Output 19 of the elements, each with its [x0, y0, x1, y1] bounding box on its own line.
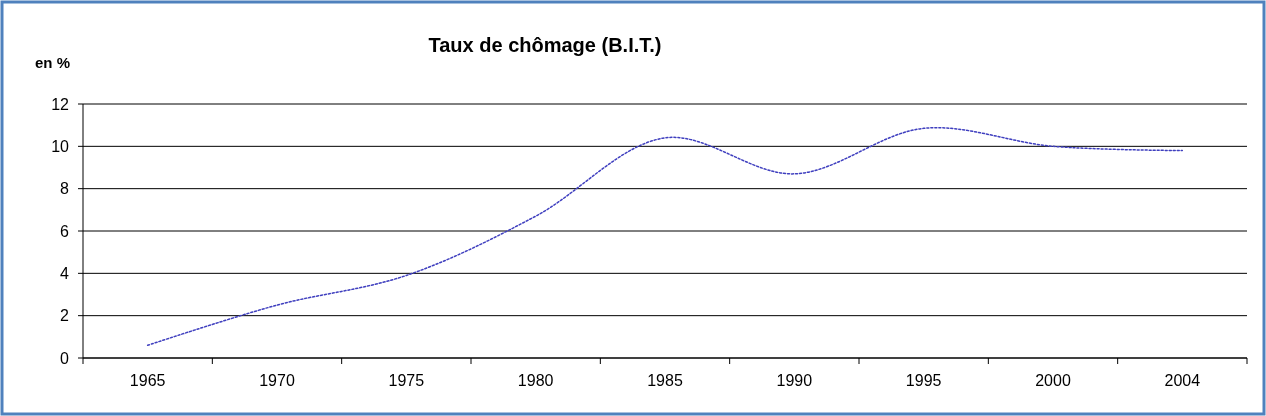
x-tick-label: 1980 — [517, 372, 554, 389]
x-tick-label: 1975 — [388, 372, 425, 389]
x-tick-label: 1990 — [776, 372, 813, 389]
y-tick-label: 12 — [51, 95, 70, 113]
y-tick-label: 2 — [60, 307, 70, 325]
y-tick-label: 6 — [60, 222, 70, 240]
x-tick-label: 1995 — [905, 372, 942, 389]
x-tick-label: 1985 — [647, 372, 683, 389]
y-tick-label: 0 — [60, 349, 70, 367]
x-tick-label: 2004 — [1164, 372, 1201, 389]
line-series — [146, 127, 1184, 347]
y-axis-title: en % — [35, 54, 71, 71]
y-tick-label: 8 — [60, 180, 70, 198]
y-tick-label: 4 — [60, 264, 70, 282]
x-tick-label: 1970 — [259, 372, 295, 389]
x-tick-label: 2000 — [1035, 372, 1071, 389]
x-tick-label: 1965 — [129, 372, 166, 389]
chart-title: Taux de chômage (B.I.T.) — [428, 34, 662, 56]
y-tick-label: 10 — [51, 137, 70, 155]
